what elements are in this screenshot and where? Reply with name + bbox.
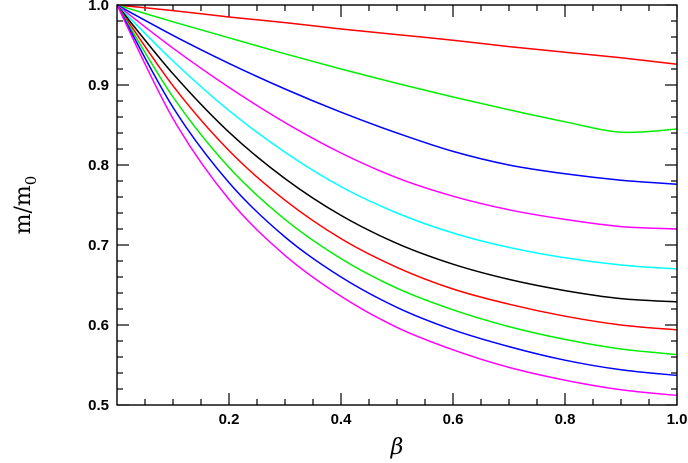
series-lines [116, 4, 678, 397]
x-tick-label: 0.6 [443, 411, 464, 428]
x-tick-label: 0.4 [331, 411, 353, 428]
series-line-3 [116, 4, 678, 185]
x-tick-label: 1.0 [667, 411, 688, 428]
series-line-8 [116, 4, 678, 356]
series-line-2 [116, 4, 678, 134]
y-axis-label-subscript: 0 [22, 176, 40, 186]
plot-frame [116, 4, 678, 406]
y-tick-label: 0.8 [88, 157, 109, 174]
series-line-7 [116, 4, 678, 331]
series-line-5 [116, 4, 678, 270]
series-line-9 [116, 4, 678, 377]
x-axis-label: β [390, 435, 404, 460]
series-line-1 [116, 4, 678, 65]
y-tick-label: 0.6 [88, 317, 109, 334]
y-axis-label-main: m/m [11, 185, 36, 234]
series-line-10 [116, 4, 678, 397]
series-line-4 [116, 4, 678, 230]
x-tick-label: 0.2 [219, 411, 240, 428]
y-axis-label: m/m0 [11, 176, 40, 235]
y-tick-label: 0.7 [88, 237, 109, 254]
tick-labels: 0.2 0.4 0.6 0.8 1.0 0.5 0.6 0.7 0.8 0.9 1.0 [88, 0, 687, 428]
y-tick-label: 0.5 [88, 397, 109, 414]
y-tick-label: 1.0 [88, 0, 109, 14]
x-tick-label: 0.8 [555, 411, 576, 428]
y-tick-label: 0.9 [88, 77, 109, 94]
series-line-6 [116, 4, 678, 303]
svg-text:m/m0: m/m0 [11, 176, 40, 235]
